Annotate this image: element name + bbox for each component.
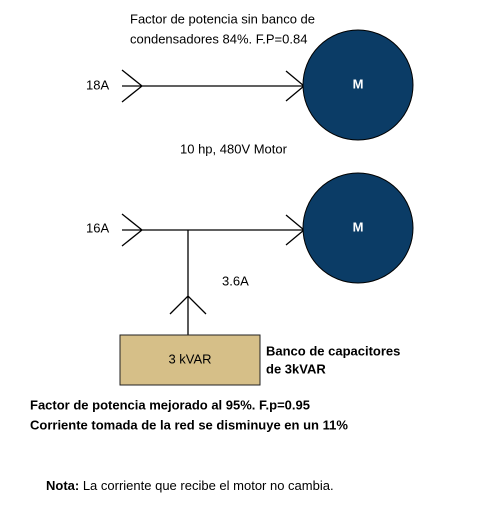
note-text: La corriente que recibe el motor no camb…: [79, 478, 333, 493]
motor-label: M: [353, 219, 364, 234]
capacitor-box: [119, 334, 261, 386]
current-label: 3.6A: [222, 273, 249, 288]
title-line: Factor de potencia sin banco de: [130, 11, 315, 26]
note: Nota: La corriente que recibe el motor n…: [46, 478, 334, 493]
motor-spec: 10 hp, 480V Motor: [180, 141, 288, 156]
wire: [121, 69, 306, 103]
result: Factor de potencia mejorado al 95%. F.p=…: [30, 397, 310, 412]
motor: [302, 172, 414, 284]
current-label: 18A: [86, 77, 109, 92]
motor-label: M: [353, 76, 364, 91]
current-label: 16A: [86, 220, 109, 235]
title-line: condensadores 84%. F.P=0.84: [130, 31, 307, 46]
result: Corriente tomada de la red se disminuye …: [30, 417, 348, 432]
capacitor-label: 3 kVAR: [168, 351, 211, 366]
capacitor-desc: Banco de capacitores: [266, 343, 400, 358]
note-label: Nota:: [46, 478, 79, 493]
motor: [302, 29, 414, 141]
wire: [121, 213, 306, 335]
capacitor-desc: de 3kVAR: [266, 361, 326, 376]
